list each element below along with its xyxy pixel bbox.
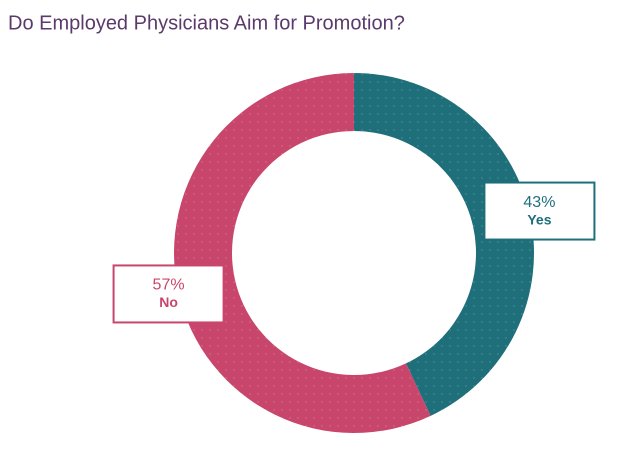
chart-title: Do Employed Physicians Aim for Promotion… [8,12,405,34]
donut-slice [354,73,534,416]
value-label: 43% [523,194,555,211]
label-box [483,181,596,241]
label-box [112,264,225,324]
category-label: Yes [527,211,551,227]
category-label: No [159,294,178,310]
value-label: 57% [153,277,185,294]
